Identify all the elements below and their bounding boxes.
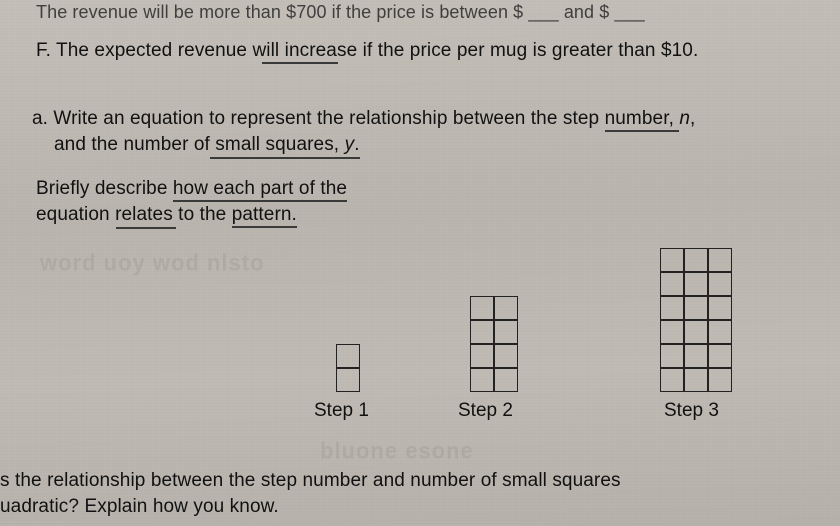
- option-f-line: F. The expected revenue will increase if…: [36, 40, 820, 62]
- underline-relates: [116, 227, 176, 229]
- bq1-text: s the relationship between the step numb…: [0, 470, 621, 491]
- grid-cell: [494, 320, 518, 344]
- qa-l2-post: .: [354, 134, 359, 155]
- step-grid-2: [470, 296, 518, 392]
- cutoff-text: The revenue will be more than $700 if th…: [36, 2, 645, 22]
- grid-cell: [470, 344, 494, 368]
- step-label-1: Step 1: [314, 400, 369, 422]
- grid-cell: [684, 296, 708, 320]
- grid-cell: [708, 272, 732, 296]
- grid-cell: [470, 320, 494, 344]
- qa-l2-pre: and the number of small squares,: [54, 134, 345, 155]
- grid-cell: [494, 368, 518, 392]
- grid-cell: [660, 344, 684, 368]
- qa-l1-post: ,: [690, 108, 695, 129]
- grid-cell: [494, 296, 518, 320]
- grid-cell: [336, 368, 360, 392]
- brief-l1-under: how each part of the: [173, 178, 347, 202]
- bottom-question-line1: s the relationship between the step numb…: [0, 470, 820, 492]
- cutoff-previous-line: The revenue will be more than $700 if th…: [36, 2, 820, 23]
- grid-cell: [708, 248, 732, 272]
- grid-cell: [708, 320, 732, 344]
- step-grid-1: [336, 344, 360, 392]
- bq2-text: uadratic? Explain how you know.: [0, 496, 279, 517]
- grid-cell: [684, 272, 708, 296]
- ghost-text-1: word uoy wod nlsto: [40, 249, 265, 276]
- step-label-3: Step 3: [664, 400, 719, 422]
- step-figures-area: Step 1 Step 2 Step 3: [260, 260, 800, 420]
- brief-line2: equation relates to the pattern.: [36, 204, 820, 226]
- grid-cell: [660, 272, 684, 296]
- step-label-2: Step 2: [458, 400, 513, 422]
- grid-cell: [708, 296, 732, 320]
- grid-cell: [336, 344, 360, 368]
- bottom-question-line2: uadratic? Explain how you know.: [0, 496, 820, 518]
- underline-small-squares: [210, 157, 360, 159]
- grid-cell: [470, 296, 494, 320]
- grid-cell: [684, 368, 708, 392]
- grid-cell: [684, 344, 708, 368]
- grid-cell: [660, 320, 684, 344]
- brief-l2-under: pattern.: [232, 204, 297, 228]
- worksheet-page: The revenue will be more than $700 if th…: [0, 0, 840, 526]
- grid-cell: [660, 368, 684, 392]
- grid-cell: [470, 368, 494, 392]
- brief-l1-pre: Briefly describe: [36, 178, 173, 199]
- qa-var-n: n: [679, 108, 690, 129]
- grid-cell: [708, 344, 732, 368]
- step-grid-3: [660, 248, 732, 392]
- qa-l1-pre: a. Write an equation to represent the re…: [32, 108, 605, 129]
- ghost-text-2: bluone esone: [320, 437, 474, 464]
- grid-cell: [660, 296, 684, 320]
- underline-increase: [262, 62, 338, 64]
- grid-cell: [708, 368, 732, 392]
- qa-var-y: y: [345, 134, 355, 155]
- question-a-line2: and the number of small squares, y.: [54, 134, 820, 156]
- grid-cell: [684, 248, 708, 272]
- brief-line1: Briefly describe how each part of the: [36, 178, 820, 200]
- grid-cell: [660, 248, 684, 272]
- question-a-line1: a. Write an equation to represent the re…: [32, 108, 820, 130]
- qa-number-underlined: number,: [605, 108, 680, 132]
- option-f-text: F. The expected revenue will increase if…: [36, 40, 698, 61]
- brief-l2-pre: equation relates to the: [36, 204, 232, 225]
- grid-cell: [494, 344, 518, 368]
- grid-cell: [684, 320, 708, 344]
